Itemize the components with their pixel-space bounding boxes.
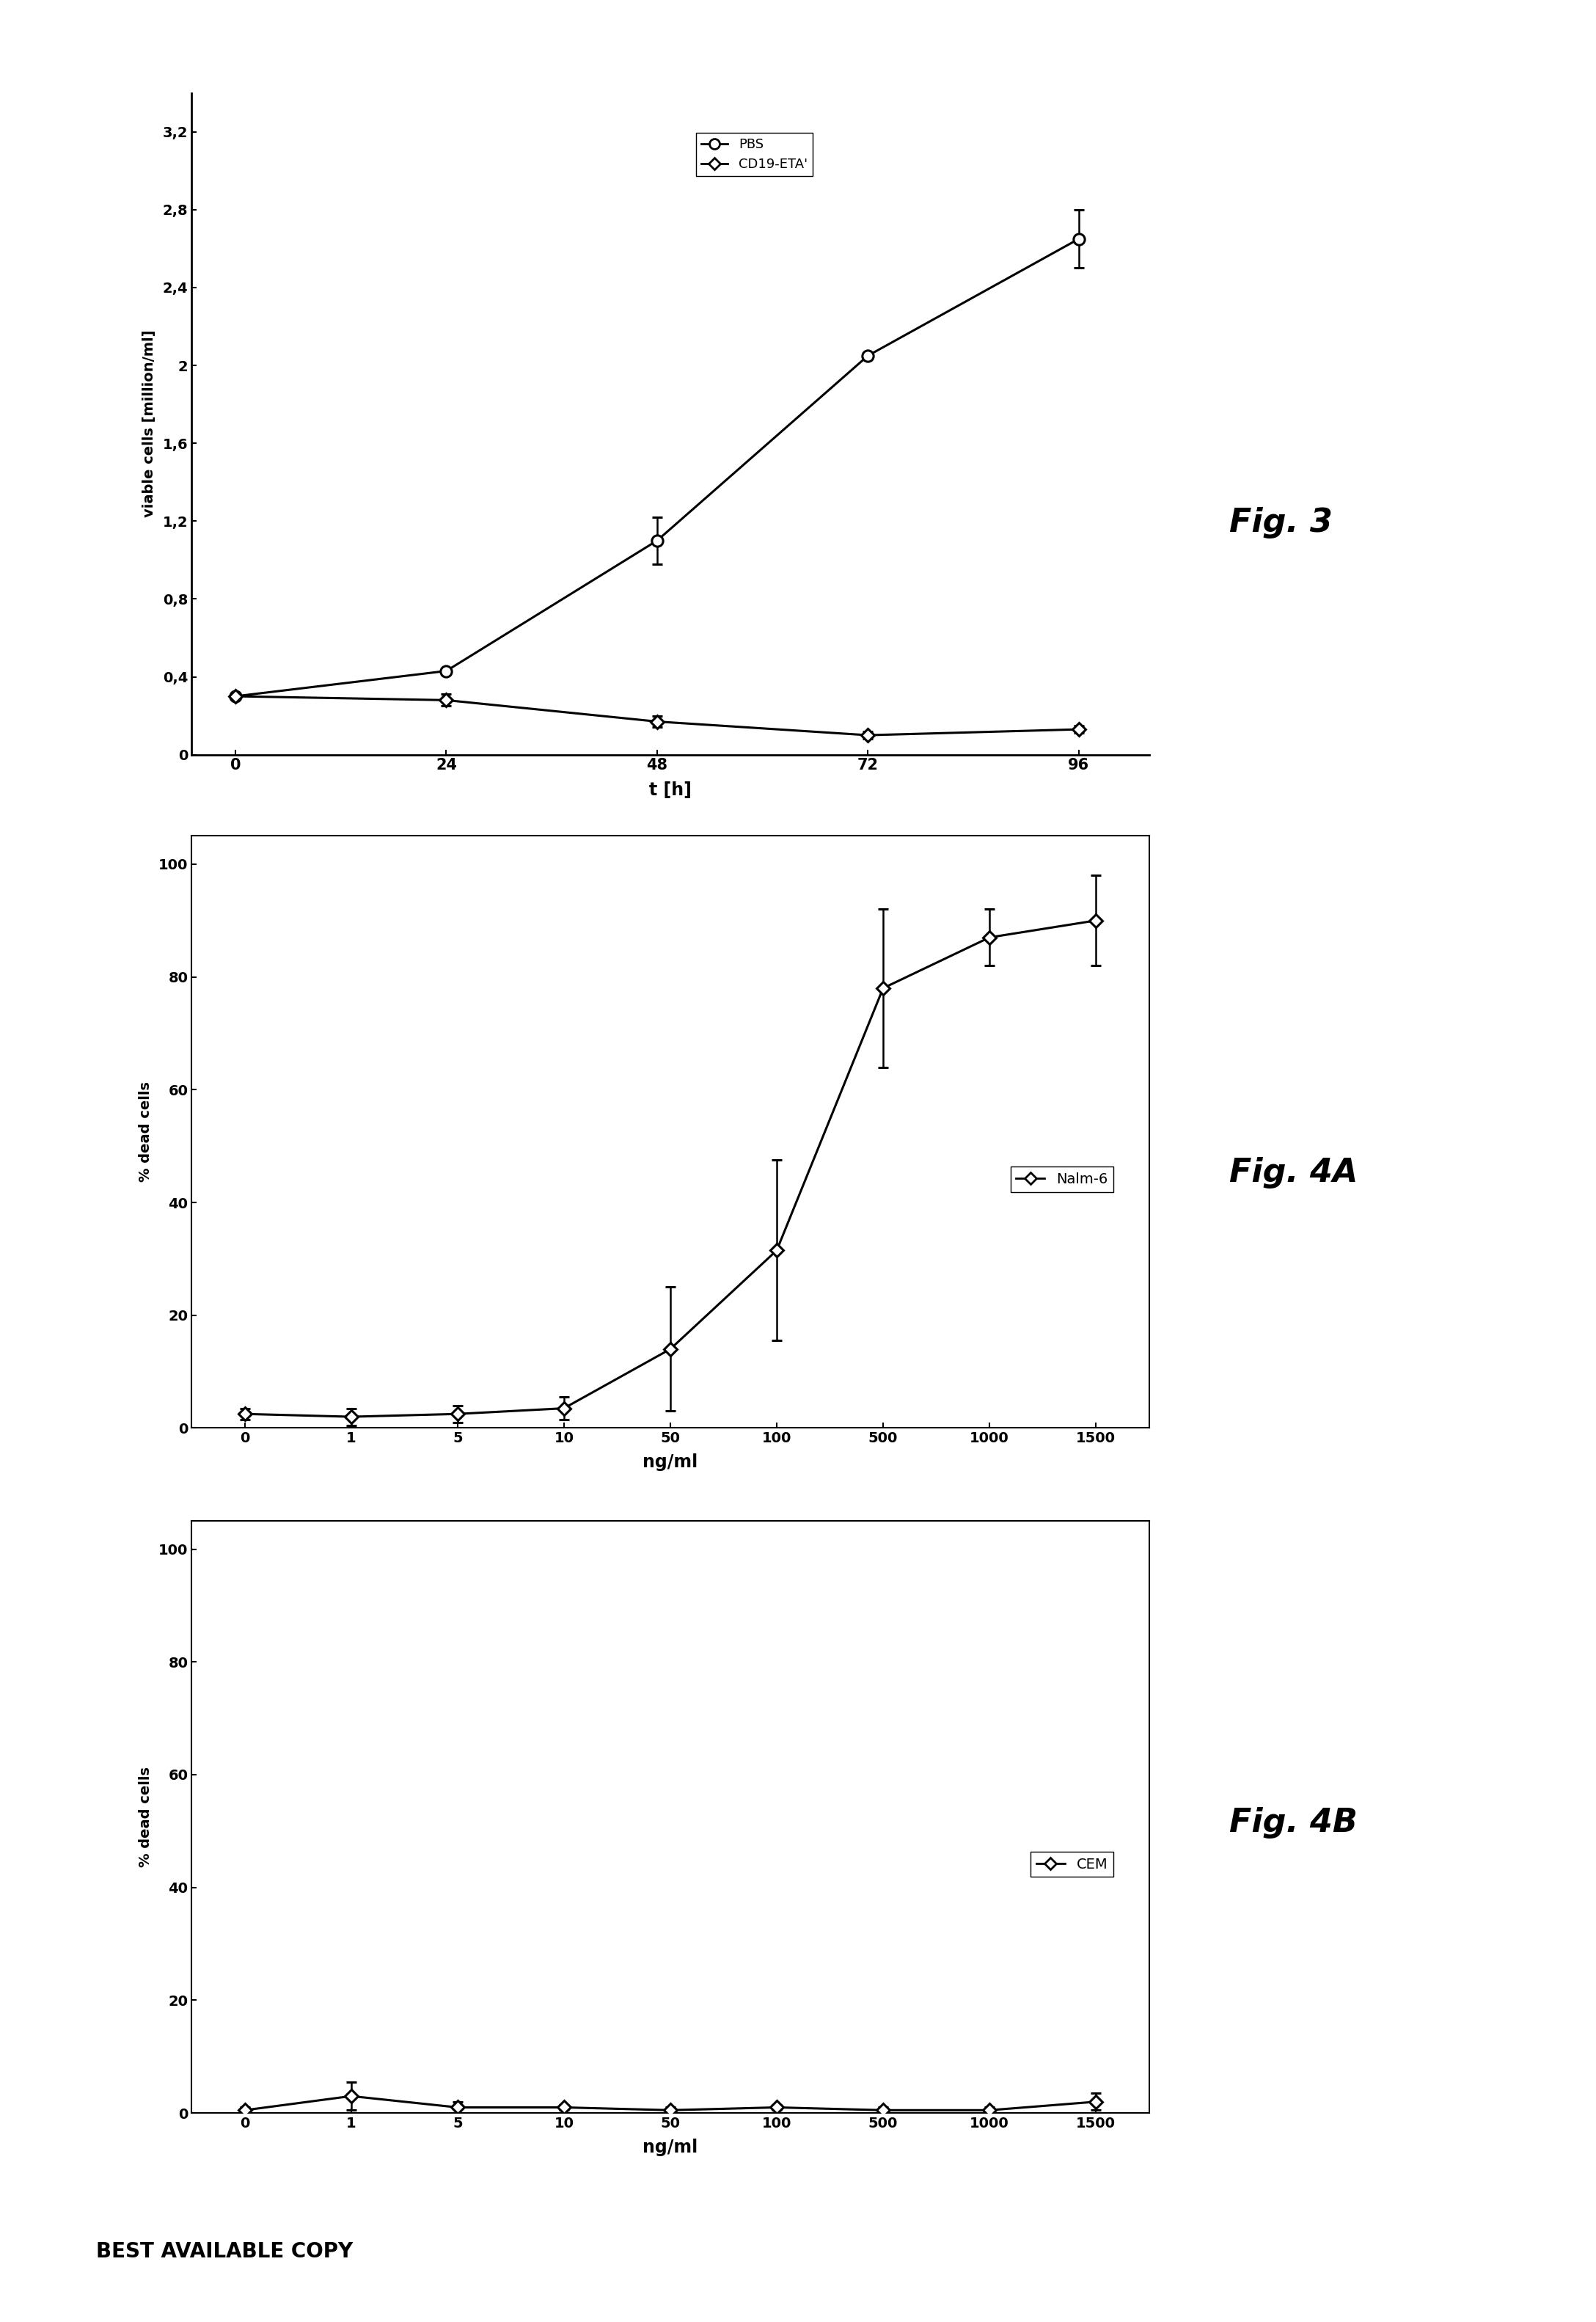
Text: Fig. 4A: Fig. 4A xyxy=(1229,1156,1358,1189)
Y-axis label: % dead cells: % dead cells xyxy=(139,1767,152,1867)
Text: BEST AVAILABLE COPY: BEST AVAILABLE COPY xyxy=(96,2241,353,2262)
X-axis label: t [h]: t [h] xyxy=(650,780,691,799)
Y-axis label: viable cells [million/ml]: viable cells [million/ml] xyxy=(142,330,156,518)
X-axis label: ng/ml: ng/ml xyxy=(643,1454,697,1472)
Legend: PBS, CD19-ETA': PBS, CD19-ETA' xyxy=(696,132,812,176)
Y-axis label: % dead cells: % dead cells xyxy=(139,1082,152,1182)
Text: Fig. 4B: Fig. 4B xyxy=(1229,1807,1357,1839)
Text: Fig. 3: Fig. 3 xyxy=(1229,506,1333,539)
X-axis label: ng/ml: ng/ml xyxy=(643,2139,697,2157)
Legend: CEM: CEM xyxy=(1031,1851,1114,1876)
Legend: Nalm-6: Nalm-6 xyxy=(1010,1166,1114,1191)
